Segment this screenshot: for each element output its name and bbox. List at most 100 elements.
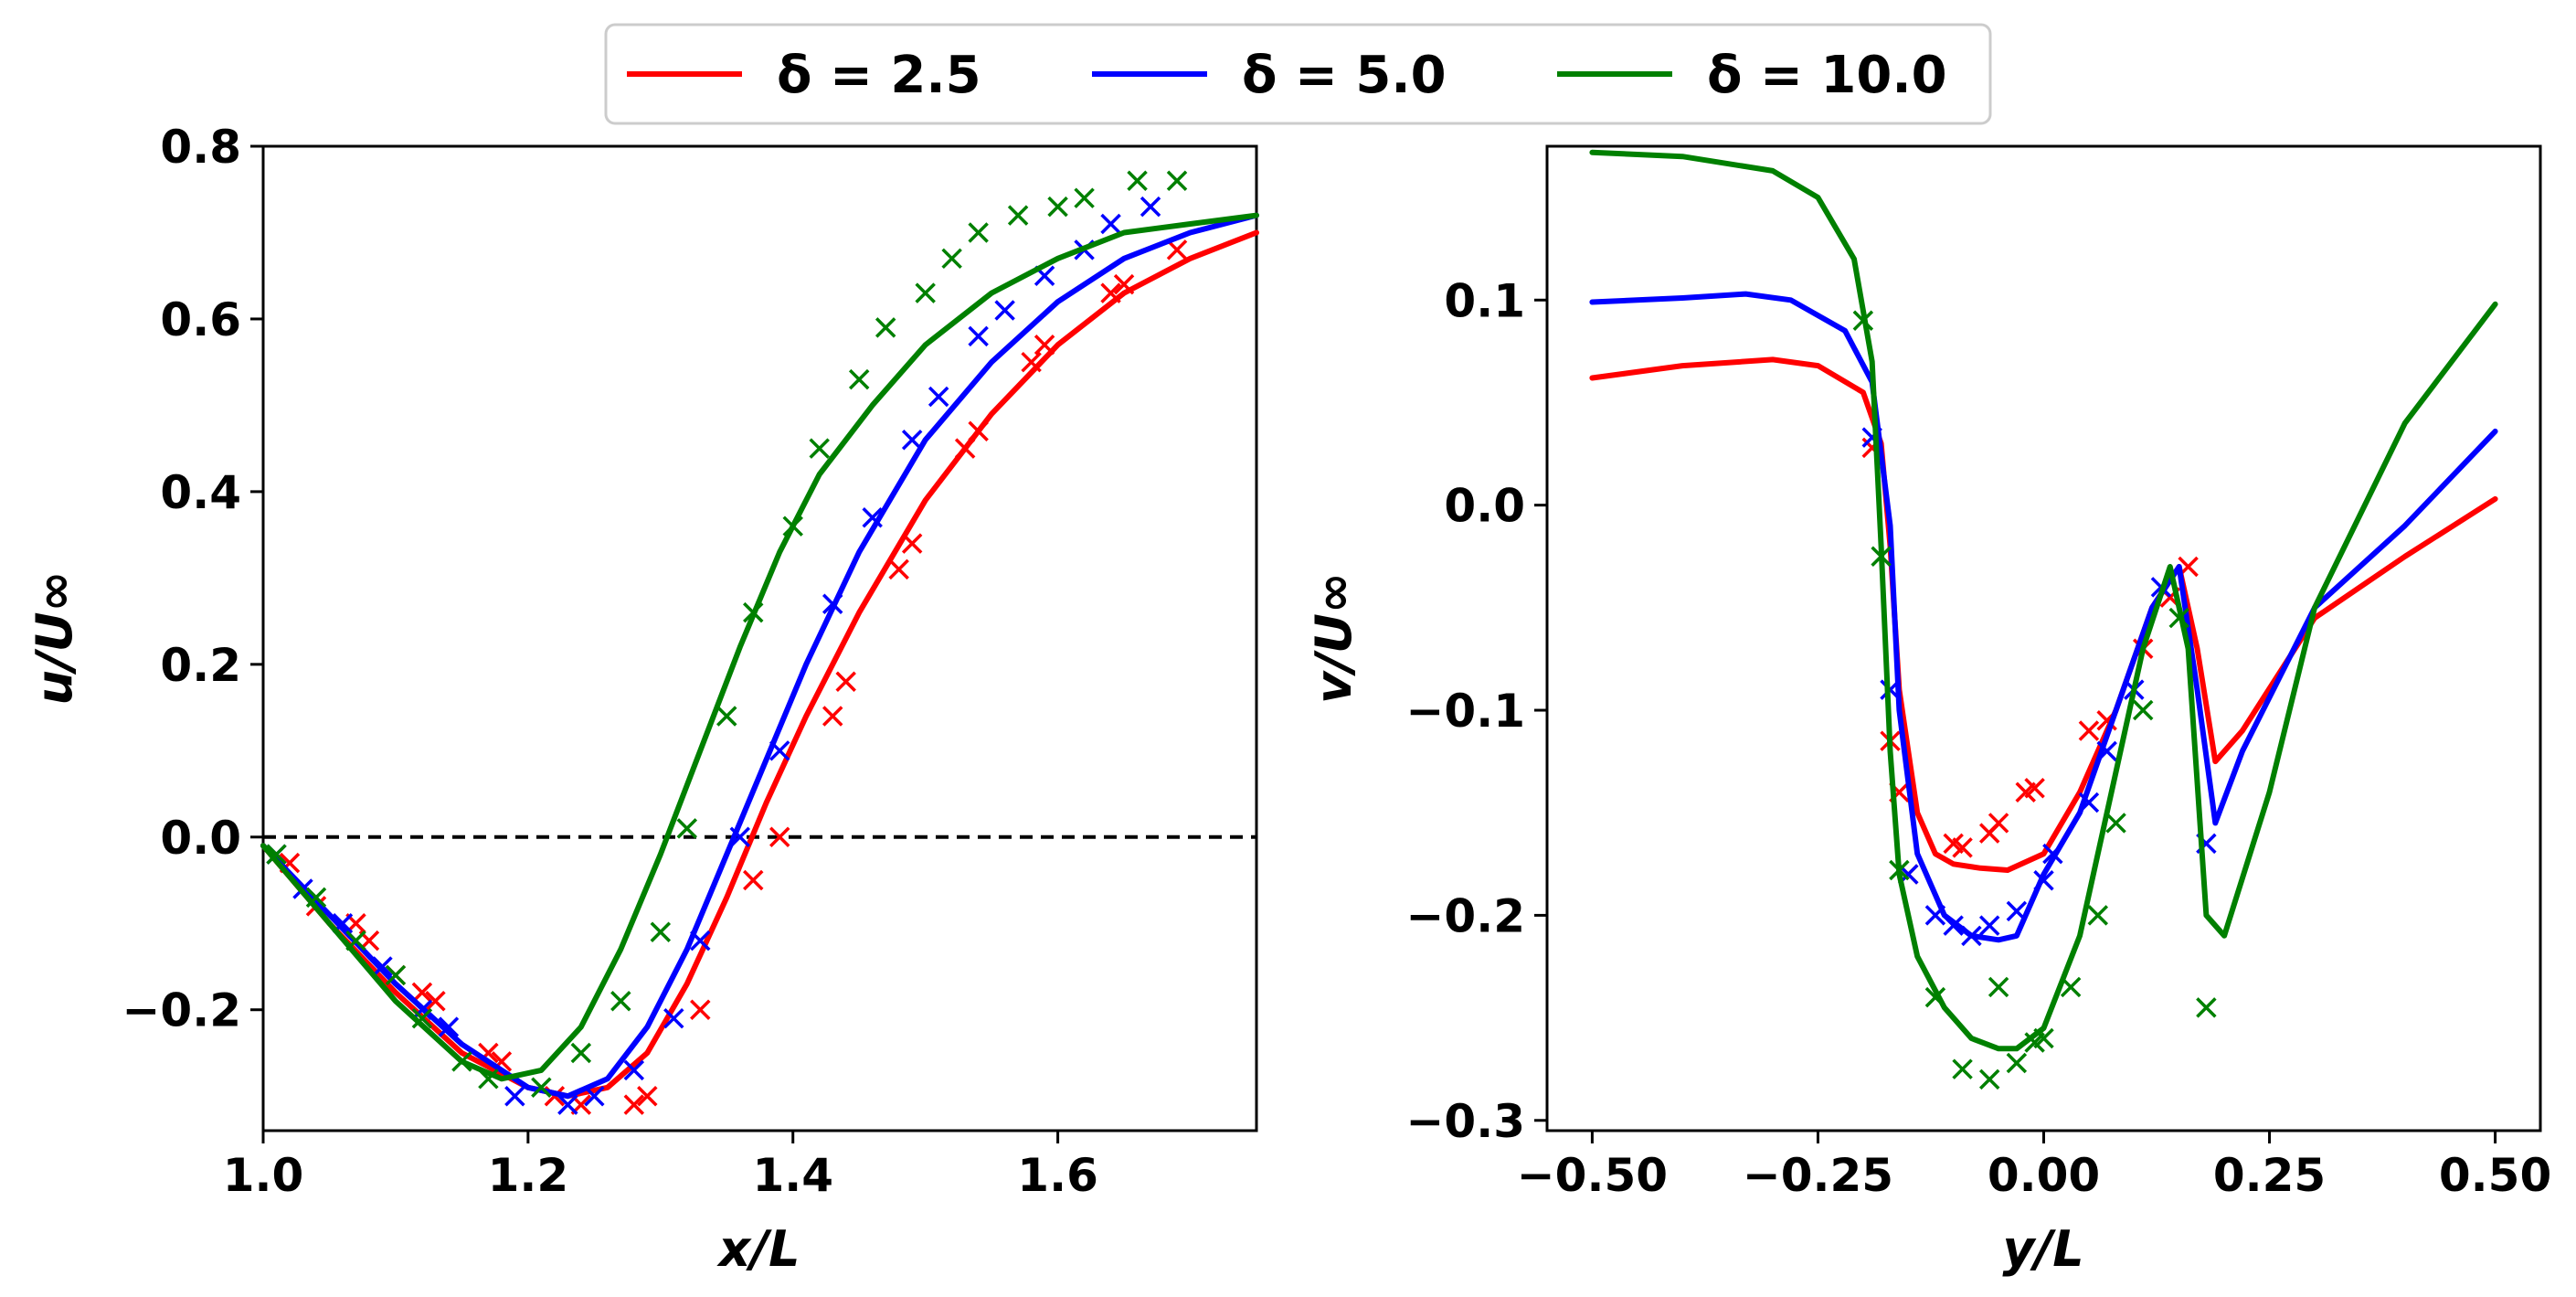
right-series-0-marker xyxy=(1988,813,2009,834)
left-series-0-marker xyxy=(1113,273,1135,295)
left-series-line-1 xyxy=(260,212,1259,1100)
left-series-1-marker xyxy=(690,930,711,951)
right-data-layer xyxy=(1589,149,2498,1090)
left-series-1-marker xyxy=(822,593,843,614)
right-y-tick-label: 0.1 xyxy=(1444,274,1525,327)
right-series-line-2 xyxy=(1589,149,2498,1052)
right-series-1-marker xyxy=(2096,740,2117,762)
left-series-2-marker xyxy=(941,248,962,270)
right-series-1-marker xyxy=(2006,900,2028,922)
left-series-line-0 xyxy=(260,229,1259,1100)
left-series-1-marker xyxy=(1100,213,1121,235)
right-series-1-marker xyxy=(1961,925,1982,947)
right-x-tick-label: 0.50 xyxy=(2439,1149,2551,1202)
left-series-0-marker xyxy=(769,826,790,848)
left-series-0-marker xyxy=(835,671,856,692)
right-series-0-marker xyxy=(1952,837,1973,858)
left-series-2-marker xyxy=(875,317,896,338)
left-series-1-marker xyxy=(928,386,949,408)
left-x-tick-label: 1.4 xyxy=(752,1149,833,1202)
legend: δ = 2.5 δ = 5.0 δ = 10.0 xyxy=(604,23,1992,125)
left-y-tick-label: 0.4 xyxy=(160,466,241,519)
left-series-1-marker xyxy=(411,999,433,1020)
left-series-0-marker xyxy=(425,991,446,1012)
left-series-2-marker xyxy=(345,930,366,951)
left-y-tick-label: 0.8 xyxy=(160,121,241,174)
legend-label-delta-2-5: δ = 2.5 xyxy=(777,46,981,105)
left-series-2-marker xyxy=(570,1042,592,1064)
left-series-1-marker xyxy=(1140,196,1161,218)
left-series-1-marker xyxy=(504,1085,525,1107)
right-series-2-marker xyxy=(2033,1027,2054,1049)
right-x-tick-label: 0.00 xyxy=(1988,1149,2100,1202)
left-series-0-marker xyxy=(637,1085,658,1107)
right-series-2-marker xyxy=(2087,905,2109,926)
right-series-0-marker xyxy=(2078,720,2100,741)
left-series-2-marker xyxy=(305,887,327,909)
right-series-1-marker xyxy=(1978,915,2000,936)
left-series-1-marker xyxy=(769,740,790,761)
left-series-0-marker xyxy=(954,438,976,459)
right-series-1-marker xyxy=(1943,915,1964,936)
left-y-axis-label: u/U∞ xyxy=(26,571,83,706)
left-series-2-marker xyxy=(411,1007,433,1029)
left-series-1-marker xyxy=(372,956,393,977)
right-series-2-marker xyxy=(1852,310,1874,331)
left-series-0-marker xyxy=(888,558,909,580)
right-y-tick-label: −0.1 xyxy=(1406,685,1525,738)
left-axis-ticks: 1.0 1.2 1.4 1.6 −0.2 0.0 0.2 0.4 0.6 0.8 xyxy=(122,121,1098,1202)
right-y-tick-label: −0.2 xyxy=(1406,889,1525,942)
left-y-tick-label: −0.2 xyxy=(122,984,241,1037)
left-series-0-marker xyxy=(1034,335,1055,356)
left-series-2-marker xyxy=(1007,205,1029,226)
left-series-2-marker xyxy=(968,222,989,243)
left-series-1-marker xyxy=(438,1016,460,1037)
right-series-1-marker xyxy=(2033,870,2054,891)
right-chart: −0.50 −0.25 0.00 0.25 0.50 −0.3 −0.2 −0.1 0.0 0.1… xyxy=(1305,144,2551,1278)
left-series-0-marker xyxy=(968,420,989,442)
left-series-1-marker xyxy=(584,1085,605,1107)
left-data-layer xyxy=(260,170,1259,1115)
left-series-2-marker xyxy=(809,438,830,459)
left-series-2-marker xyxy=(676,818,698,839)
right-series-2-marker xyxy=(1978,1068,2000,1090)
right-x-tick-label: 0.25 xyxy=(2213,1149,2326,1202)
left-chart: 1.0 1.2 1.4 1.6 −0.2 0.0 0.2 0.4 0.6 0.8 x/L u/U∞ xyxy=(26,121,1259,1278)
right-series-2-marker xyxy=(1871,546,1892,567)
left-series-0-marker xyxy=(822,706,843,727)
left-plot-frame xyxy=(261,144,1258,1132)
left-series-1-marker xyxy=(901,429,923,451)
left-series-0-marker xyxy=(743,869,764,891)
left-series-1-marker xyxy=(557,1094,578,1115)
left-series-2-marker xyxy=(743,601,764,623)
right-series-1-marker xyxy=(2078,792,2100,813)
left-x-tick-label: 1.2 xyxy=(488,1149,569,1202)
right-y-tick-label: −0.3 xyxy=(1406,1095,1525,1148)
right-series-0-marker xyxy=(2024,778,2045,799)
left-series-1-marker xyxy=(968,325,989,347)
left-series-0-marker xyxy=(901,533,923,554)
left-series-2-marker xyxy=(650,921,672,942)
left-series-2-marker xyxy=(610,991,631,1012)
legend-label-delta-10-0: δ = 10.0 xyxy=(1707,46,1947,105)
right-series-2-marker xyxy=(2168,607,2189,629)
right-series-1-marker xyxy=(1924,905,1946,926)
left-series-2-marker xyxy=(848,368,870,390)
right-series-2-marker xyxy=(2132,699,2154,721)
left-series-1-marker xyxy=(663,1007,684,1029)
left-series-0-marker xyxy=(1100,282,1121,303)
right-series-line-0 xyxy=(1589,356,2498,873)
left-y-tick-label: 0.6 xyxy=(160,293,241,346)
left-y-tick-label: 0.2 xyxy=(160,639,241,692)
right-y-axis-label: v/U∞ xyxy=(1305,572,1362,704)
right-series-2-marker xyxy=(2060,976,2082,998)
left-series-2-marker xyxy=(478,1068,499,1090)
right-plot-frame xyxy=(1545,144,2542,1132)
left-series-line-2 xyxy=(260,212,1259,1082)
left-series-2-marker xyxy=(1166,170,1188,192)
left-series-2-marker xyxy=(531,1077,552,1098)
left-series-0-marker xyxy=(1166,239,1188,260)
left-series-0-marker xyxy=(411,982,433,1004)
right-series-line-1 xyxy=(1589,291,2498,943)
right-series-2-marker xyxy=(2196,997,2217,1018)
